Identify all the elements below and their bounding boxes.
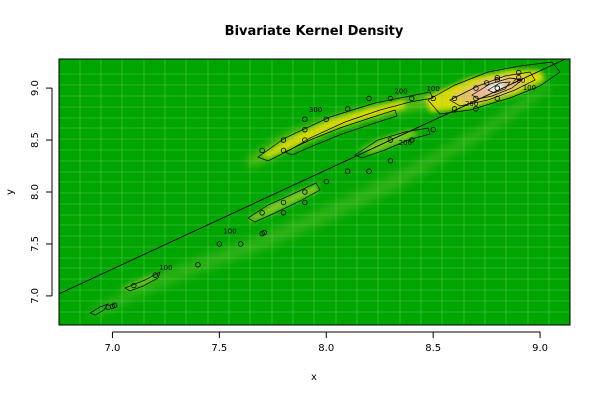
data-point-41: [494, 95, 501, 102]
data-points: [105, 69, 522, 311]
y-axis-label: y: [5, 189, 16, 195]
contour-label-6: 100: [223, 228, 236, 236]
data-point-34: [451, 95, 458, 102]
data-point-35: [451, 106, 458, 112]
contour-upper-inner: [284, 109, 398, 156]
data-point-42: [515, 75, 522, 81]
x-tick-label-0: 7.0: [104, 343, 120, 354]
data-point-31: [387, 137, 394, 143]
data-point-23: [302, 126, 308, 133]
y-tick-label-3: 8.5: [30, 132, 41, 148]
data-point-38: [473, 106, 479, 112]
data-point-44: [483, 80, 490, 86]
contour-label-4: 200: [465, 100, 478, 108]
data-point-4: [152, 272, 158, 278]
data-point-5: [195, 262, 201, 268]
data-point-39: [494, 85, 501, 91]
data-point-45: [494, 77, 501, 83]
x-axis-label: x: [311, 372, 317, 383]
contour-peak-outer: [427, 61, 561, 115]
data-point-9: [261, 229, 267, 236]
contour-label-1: 200: [394, 87, 407, 95]
data-point-26: [344, 106, 351, 112]
data-point-20: [280, 147, 287, 154]
y-tick-label-0: 7.0: [30, 288, 41, 304]
data-point-18: [387, 158, 394, 164]
data-point-11: [280, 210, 287, 216]
contour-label-0: 100: [523, 84, 536, 92]
data-point-37: [473, 85, 479, 91]
data-point-3: [131, 282, 137, 289]
y-tick-label-1: 7.5: [30, 236, 41, 252]
plot-frame: [58, 58, 571, 326]
data-point-27: [366, 95, 372, 102]
data-point-40: [494, 75, 501, 81]
data-point-25: [323, 116, 329, 122]
x-tick-label-1: 7.5: [211, 343, 227, 354]
data-point-15: [323, 178, 329, 185]
chart-title: Bivariate Kernel Density: [225, 24, 404, 39]
y-tick-label-4: 9.0: [30, 80, 41, 96]
y-tick-label-2: 8.0: [30, 184, 41, 200]
data-point-32: [409, 137, 415, 143]
contour-mid-right: [354, 127, 431, 159]
x-tick-label-4: 9.0: [532, 343, 548, 354]
data-point-21: [280, 137, 287, 143]
data-point-16: [344, 168, 351, 174]
data-point-17: [366, 168, 372, 174]
contour-label-5: 200: [512, 77, 525, 85]
y-axis: 7.0 7.5 8.0 8.5 9.0: [30, 80, 53, 304]
contour-label-3: 100: [426, 85, 439, 93]
data-point-36: [473, 95, 479, 102]
contour-mid-left: [247, 182, 321, 223]
grid: [59, 59, 570, 325]
density-contours: [89, 61, 561, 316]
data-point-29: [409, 95, 415, 102]
data-point-6: [216, 241, 223, 247]
contour-lower: [124, 271, 161, 292]
x-tick-label-2: 8.0: [318, 343, 334, 354]
x-tick-label-3: 8.5: [425, 343, 441, 354]
contour-label-7: 100: [159, 264, 172, 272]
data-point-10: [259, 210, 265, 216]
data-point-19: [259, 147, 265, 154]
data-point-22: [302, 137, 308, 143]
data-point-14: [302, 189, 308, 195]
data-point-13: [302, 199, 308, 206]
data-point-24: [302, 116, 308, 122]
contour-label-2: 300: [309, 106, 322, 114]
contour-label-8: 200: [399, 139, 412, 147]
data-point-30: [430, 95, 436, 102]
data-point-12: [280, 199, 287, 206]
reference-line: [59, 59, 567, 295]
data-point-7: [238, 241, 244, 247]
data-point-2: [111, 302, 118, 308]
data-point-28: [387, 95, 394, 102]
x-axis: 7.0 7.5 8.0 8.5 9.0: [104, 331, 548, 354]
data-point-33: [430, 126, 436, 133]
data-point-43: [515, 69, 522, 76]
